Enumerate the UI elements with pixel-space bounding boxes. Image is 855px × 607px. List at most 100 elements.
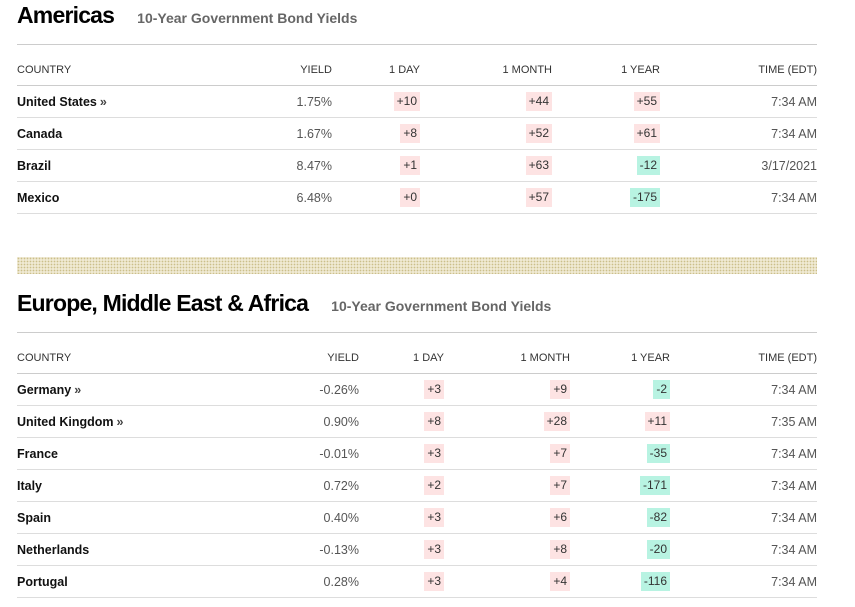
- table-row[interactable]: Brazil 8.47% +1 +63 -12 3/17/2021: [17, 149, 817, 182]
- col-1day-header[interactable]: 1 DAY: [332, 55, 420, 86]
- table-row[interactable]: Portugal 0.28% +3 +4 -116 7:34 AM: [17, 565, 817, 598]
- table-row[interactable]: Mexico 6.48% +0 +57 -175 7:34 AM: [17, 181, 817, 214]
- country-cell[interactable]: Mexico: [17, 181, 177, 214]
- change-cell: +7: [444, 437, 570, 470]
- time-cell: 7:34 AM: [670, 533, 817, 566]
- country-link-icon[interactable]: »: [116, 414, 124, 429]
- col-time-header[interactable]: TIME (EDT): [670, 343, 817, 374]
- table-header-row: COUNTRY YIELD 1 DAY 1 MONTH 1 YEAR TIME …: [17, 343, 817, 374]
- change-badge: -12: [636, 156, 660, 175]
- americas-section: Americas 10-Year Government Bond Yields …: [17, 2, 817, 214]
- table-row[interactable]: Canada 1.67% +8 +52 +61 7:34 AM: [17, 117, 817, 150]
- country-cell[interactable]: United States»: [17, 85, 177, 118]
- change-badge: -82: [646, 508, 670, 527]
- col-1year-header[interactable]: 1 YEAR: [552, 55, 660, 86]
- country-name[interactable]: United States: [17, 94, 97, 109]
- table-row[interactable]: France -0.01% +3 +7 -35 7:34 AM: [17, 437, 817, 470]
- col-1day-header[interactable]: 1 DAY: [359, 343, 444, 374]
- section-subtitle: 10-Year Government Bond Yields: [331, 298, 552, 314]
- country-name[interactable]: Mexico: [17, 190, 60, 205]
- section-subtitle: 10-Year Government Bond Yields: [137, 10, 358, 26]
- col-time-header[interactable]: TIME (EDT): [660, 55, 817, 86]
- change-badge: +7: [550, 444, 570, 463]
- col-country-header[interactable]: COUNTRY: [17, 55, 177, 86]
- change-badge: -175: [629, 188, 660, 207]
- change-cell: +44: [420, 85, 552, 118]
- country-cell[interactable]: France: [17, 437, 197, 470]
- change-badge: +1: [400, 156, 420, 175]
- section-rule: [17, 332, 817, 333]
- change-cell: -2: [570, 373, 670, 406]
- country-name[interactable]: Spain: [17, 510, 52, 525]
- change-badge: +63: [525, 156, 552, 175]
- table-row[interactable]: Spain 0.40% +3 +6 -82 7:34 AM: [17, 501, 817, 534]
- change-badge: -116: [640, 572, 670, 591]
- country-name[interactable]: Italy: [17, 478, 43, 493]
- change-badge: +8: [424, 412, 444, 431]
- col-1month-header[interactable]: 1 MONTH: [444, 343, 570, 374]
- change-badge: +55: [633, 92, 660, 111]
- time-cell: 7:34 AM: [670, 437, 817, 470]
- col-1month-header[interactable]: 1 MONTH: [420, 55, 552, 86]
- change-badge: +57: [525, 188, 552, 207]
- country-link-icon[interactable]: »: [74, 382, 82, 397]
- yield-cell: 0.90%: [197, 405, 359, 438]
- change-badge: +2: [424, 476, 444, 495]
- time-cell: 7:34 AM: [660, 85, 817, 118]
- change-cell: +7: [444, 469, 570, 502]
- country-name[interactable]: Germany: [17, 382, 72, 397]
- change-cell: +55: [552, 85, 660, 118]
- change-cell: +3: [359, 373, 444, 406]
- table-row[interactable]: United Kingdom» 0.90% +8 +28 +11 7:35 AM: [17, 405, 817, 438]
- change-cell: +6: [444, 501, 570, 534]
- yield-cell: 1.67%: [177, 117, 332, 150]
- time-cell: 7:34 AM: [660, 117, 817, 150]
- col-1year-header[interactable]: 1 YEAR: [570, 343, 670, 374]
- americas-header: Americas 10-Year Government Bond Yields: [17, 2, 817, 44]
- col-country-header[interactable]: COUNTRY: [17, 343, 197, 374]
- change-cell: +4: [444, 565, 570, 598]
- change-cell: +8: [359, 405, 444, 438]
- emea-section: Europe, Middle East & Africa 10-Year Gov…: [17, 290, 817, 598]
- col-yield-header[interactable]: YIELD: [197, 343, 359, 374]
- country-name[interactable]: United Kingdom: [17, 414, 114, 429]
- yield-cell: -0.01%: [197, 437, 359, 470]
- change-cell: +28: [444, 405, 570, 438]
- country-cell[interactable]: Portugal: [17, 565, 197, 598]
- country-name[interactable]: Brazil: [17, 158, 52, 173]
- table-row[interactable]: Germany» -0.26% +3 +9 -2 7:34 AM: [17, 373, 817, 406]
- change-badge: +28: [543, 412, 570, 431]
- country-name[interactable]: Portugal: [17, 574, 68, 589]
- section-rule: [17, 44, 817, 45]
- change-badge: +11: [644, 412, 670, 431]
- change-cell: +8: [332, 117, 420, 150]
- country-cell[interactable]: Italy: [17, 469, 197, 502]
- time-cell: 7:34 AM: [670, 373, 817, 406]
- country-cell[interactable]: United Kingdom»: [17, 405, 197, 438]
- country-cell[interactable]: Brazil: [17, 149, 177, 182]
- country-link-icon[interactable]: »: [99, 94, 107, 109]
- change-cell: -82: [570, 501, 670, 534]
- yield-cell: 0.28%: [197, 565, 359, 598]
- country-name[interactable]: Canada: [17, 126, 63, 141]
- country-cell[interactable]: Spain: [17, 501, 197, 534]
- change-badge: +4: [550, 572, 570, 591]
- country-cell[interactable]: Netherlands: [17, 533, 197, 566]
- change-badge: +3: [424, 508, 444, 527]
- change-badge: +8: [400, 124, 420, 143]
- change-badge: -2: [653, 380, 670, 399]
- table-row[interactable]: United States» 1.75% +10 +44 +55 7:34 AM: [17, 85, 817, 118]
- table-row[interactable]: Netherlands -0.13% +3 +8 -20 7:34 AM: [17, 533, 817, 566]
- country-cell[interactable]: Germany»: [17, 373, 197, 406]
- yield-cell: 1.75%: [177, 85, 332, 118]
- table-header-row: COUNTRY YIELD 1 DAY 1 MONTH 1 YEAR TIME …: [17, 55, 817, 86]
- yield-cell: -0.26%: [197, 373, 359, 406]
- time-cell: 7:34 AM: [670, 501, 817, 534]
- change-badge: +3: [424, 380, 444, 399]
- country-cell[interactable]: Canada: [17, 117, 177, 150]
- country-name[interactable]: France: [17, 446, 58, 461]
- col-yield-header[interactable]: YIELD: [177, 55, 332, 86]
- country-name[interactable]: Netherlands: [17, 542, 90, 557]
- change-badge: +3: [424, 444, 444, 463]
- table-row[interactable]: Italy 0.72% +2 +7 -171 7:34 AM: [17, 469, 817, 502]
